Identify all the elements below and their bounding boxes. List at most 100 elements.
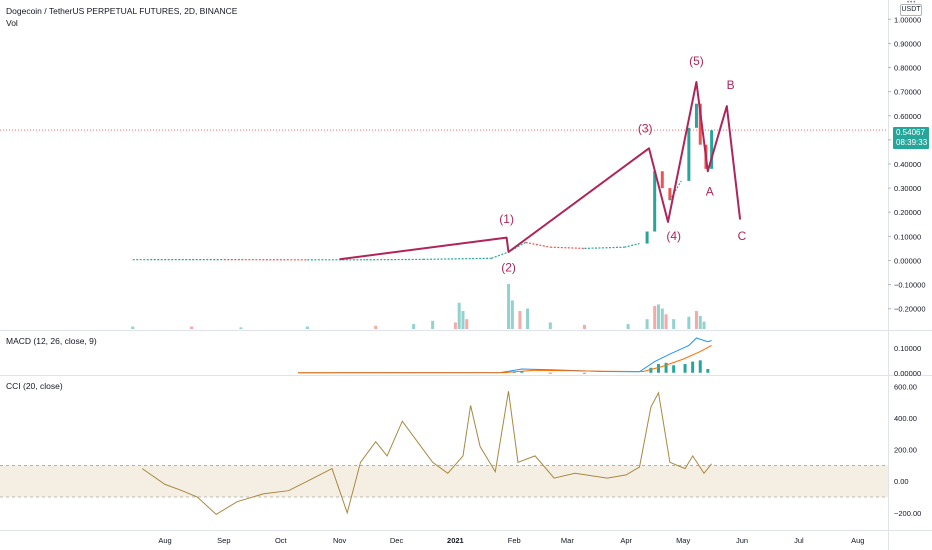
bar-countdown: 08:39:33: [896, 138, 928, 147]
macd-axis-label: 0.00000: [894, 369, 921, 378]
signal-line: [297, 344, 712, 374]
cci-axis-label: 400.00: [894, 414, 917, 423]
time-axis-label: Oct: [275, 536, 288, 545]
cci-axis-label: 200.00: [894, 446, 917, 455]
volume-bar: [626, 324, 630, 329]
last-price-value: 0.54067: [896, 128, 925, 137]
price-segment: [624, 243, 640, 248]
macd-histogram-bar: [656, 364, 660, 373]
time-axis-label: Jul: [794, 536, 804, 545]
wave-count-line: [339, 81, 742, 261]
volume-bar: [582, 324, 586, 329]
macd-histogram-bar: [548, 372, 552, 374]
volume-bar: [518, 311, 522, 329]
price-segment: [584, 246, 625, 250]
volume-bar: [672, 319, 676, 329]
volume-label: Vol: [6, 18, 18, 28]
time-axis-label: Mar: [561, 536, 574, 545]
time-axis-label: May: [676, 536, 690, 545]
wave-label: (5): [689, 54, 704, 68]
volume-bar: [653, 306, 657, 329]
macd-histogram-bar: [698, 360, 702, 373]
cci-line: [141, 391, 712, 516]
price-segment: [550, 246, 585, 250]
time-axis-label: Jun: [736, 536, 748, 545]
macd-histogram-bar: [582, 372, 586, 374]
macd-label: MACD (12, 26, close, 9): [6, 336, 97, 346]
volume-bar: [687, 316, 691, 329]
volume-bar: [510, 300, 514, 329]
price-segment: [525, 241, 551, 248]
price-candle: [653, 171, 657, 232]
macd-histogram-bar: [683, 364, 687, 373]
cci-axis-label: −200.00: [894, 509, 921, 518]
wave-label: (1): [499, 212, 514, 226]
volume-bar: [507, 284, 511, 329]
volume-bar: [239, 327, 243, 329]
price-axis-label: 0.00000: [894, 256, 921, 265]
price-axis-label: 0.40000: [894, 160, 921, 169]
macd-histogram-bar: [512, 372, 516, 373]
volume-bar: [305, 326, 309, 329]
wave-label: C: [738, 229, 747, 243]
volume-bar: [526, 308, 530, 329]
wave-label: (4): [666, 229, 681, 243]
macd-histogram-bar: [691, 361, 695, 373]
volume-bar: [465, 319, 469, 329]
volume-bar: [461, 311, 465, 329]
volume-bar: [412, 324, 416, 329]
price-axis-label: −0.20000: [894, 305, 926, 314]
macd-histogram-bar: [664, 362, 668, 373]
time-axis-label: Dec: [390, 536, 404, 545]
price-candle: [668, 188, 672, 201]
volume-bar: [698, 315, 702, 329]
price-axis-label: 1.00000: [894, 15, 921, 24]
price-axis-label: 0.60000: [894, 112, 921, 121]
wave-label: (3): [638, 122, 653, 136]
cci-axis-label: 0.00: [894, 477, 909, 486]
price-axis-label: 0.80000: [894, 64, 921, 73]
time-axis-label: Apr: [620, 536, 632, 545]
time-axis-label: Sep: [217, 536, 230, 545]
macd-histogram-bar: [520, 371, 524, 373]
macd-line: [297, 337, 712, 374]
wave-label: (2): [501, 260, 516, 274]
price-axis-label: 0.90000: [894, 39, 921, 48]
volume-bar: [702, 321, 706, 329]
volume-bar: [431, 320, 435, 329]
symbol-title: Dogecoin / TetherUS PERPETUAL FUTURES, 2…: [6, 6, 238, 16]
price-candle: [698, 103, 702, 145]
volume-bar: [664, 314, 668, 329]
price-segment: [491, 251, 509, 259]
price-candle: [660, 171, 664, 189]
wave-label: A: [706, 184, 714, 198]
time-axis-label: Feb: [508, 536, 521, 545]
macd-histogram-bar: [672, 365, 676, 373]
cci-axis-label: 600.00: [894, 382, 917, 391]
price-candle: [710, 130, 714, 169]
price-axis-label: 0.30000: [894, 184, 921, 193]
last-price-tag: 0.54067 08:39:33: [893, 127, 929, 149]
volume-bar: [660, 308, 664, 329]
price-axis-label: 0.70000: [894, 88, 921, 97]
price-axis-label: 0.20000: [894, 208, 921, 217]
more-options-icon[interactable]: •••: [907, 0, 917, 6]
price-candle: [694, 103, 698, 128]
price-candle: [645, 231, 649, 244]
volume-bar: [457, 302, 461, 329]
price-segment: [669, 180, 682, 201]
macd-histogram-bar: [706, 369, 710, 373]
macd-axis-label: 0.10000: [894, 344, 921, 353]
time-axis-label: Aug: [851, 536, 864, 545]
volume-bar: [645, 319, 649, 329]
price-axis-label: 0.10000: [894, 232, 921, 241]
volume-bar: [453, 322, 457, 329]
volume-bar: [694, 311, 698, 329]
price-candle: [687, 127, 691, 181]
macd-histogram-bar: [649, 367, 653, 373]
currency-button[interactable]: USDT: [900, 4, 922, 16]
cci-label: CCI (20, close): [6, 381, 63, 391]
time-axis-label: Aug: [158, 536, 171, 545]
volume-bar: [656, 304, 660, 329]
